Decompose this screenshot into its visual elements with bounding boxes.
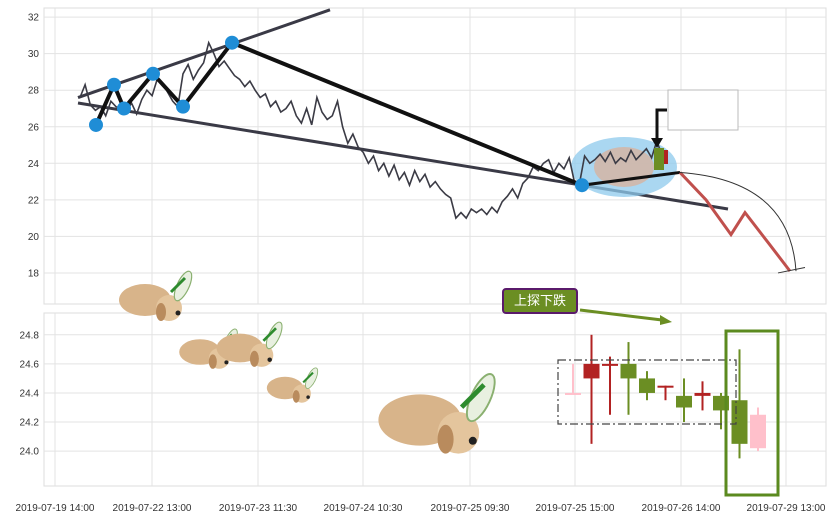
x-tick: 2019-07-24 10:30 [324, 503, 403, 514]
puppy-nose [267, 357, 272, 362]
candle-body [657, 385, 674, 388]
projection-line [678, 171, 792, 273]
pivot-point [176, 99, 190, 114]
price-y-tick: 24 [28, 159, 40, 170]
puppy-ear [156, 303, 166, 321]
zigzag-line [94, 41, 234, 126]
pivot-point [107, 77, 121, 92]
target-bar [777, 266, 806, 274]
puppy-ear [437, 424, 454, 454]
candle-body [620, 363, 637, 379]
pivot-point [117, 101, 131, 116]
x-tick: 2019-07-19 14:00 [16, 503, 95, 514]
mini-candle [654, 148, 664, 170]
puppy-stick [302, 371, 314, 384]
candle-body [750, 414, 766, 449]
x-tick: 2019-07-26 14:00 [642, 503, 721, 514]
puppy-stick [262, 327, 277, 342]
candle-body [602, 363, 618, 366]
annotation-box [502, 288, 578, 314]
price-panel [43, 7, 827, 305]
candle [620, 342, 637, 415]
price-y-tick: 18 [28, 268, 40, 279]
annotation-label: 上探下跌 [514, 293, 566, 309]
candle-body [565, 392, 581, 395]
candle [750, 407, 766, 452]
x-tick: 2019-07-25 09:30 [431, 503, 510, 514]
pivot-point [225, 35, 239, 50]
price-y-tick: 28 [28, 86, 40, 97]
puppy-nose [468, 436, 477, 445]
pivot-point [89, 117, 103, 132]
pivot-point [575, 178, 589, 193]
x-tick: 2019-07-23 11:30 [219, 503, 298, 514]
pointer-arrow-head [651, 138, 663, 148]
candle-body [731, 400, 748, 444]
puppy-illustration [378, 373, 496, 454]
consolidation-box [557, 359, 737, 425]
puppy-stick [169, 276, 187, 294]
puppy-illustration [216, 321, 283, 367]
puppy-nose [224, 360, 229, 365]
price-y-tick: 30 [28, 49, 40, 60]
candle [657, 385, 674, 401]
x-tick: 2019-07-25 15:00 [536, 503, 615, 514]
puppy-stick [459, 383, 486, 409]
mini-candle [664, 150, 668, 164]
price-y-tick: 22 [28, 195, 40, 206]
puppy-ear [292, 390, 300, 403]
candle [565, 363, 581, 395]
puppy-nose [306, 395, 310, 399]
candle-body [694, 392, 711, 396]
intraday-y-tick: 24.8 [20, 330, 40, 341]
candle-body [583, 363, 600, 379]
breakdown-highlight-box [724, 329, 780, 497]
candle-body [676, 395, 692, 408]
candle-body [639, 378, 655, 393]
candle [694, 381, 711, 411]
intraday-y-tick: 24.4 [20, 388, 40, 399]
x-tick: 2019-07-29 13:00 [747, 503, 826, 514]
price-y-tick: 20 [28, 232, 40, 243]
puppy-nose [175, 310, 181, 316]
puppy-illustration [266, 367, 319, 403]
x-tick: 2019-07-22 13:00 [113, 503, 192, 514]
projection-arc [679, 171, 797, 272]
candle [639, 371, 655, 401]
intraday-y-tick: 24.6 [20, 359, 40, 370]
candle [583, 334, 600, 444]
candle [602, 356, 618, 415]
breakdown-line [231, 40, 583, 188]
preview-box [667, 89, 739, 131]
puppy-ear [249, 350, 259, 367]
pivot-point [146, 66, 160, 81]
breakout-line [581, 170, 681, 187]
price-y-tick: 32 [28, 13, 40, 24]
annotation-arrow [579, 308, 663, 322]
pointer-arrow [655, 108, 667, 142]
intraday-y-tick: 24.2 [20, 418, 40, 429]
annotation-arrow-head [660, 315, 672, 325]
price-y-tick: 26 [28, 122, 40, 133]
intraday-y-tick: 24.0 [20, 447, 40, 458]
candle [676, 378, 692, 423]
puppy-ear [208, 354, 217, 369]
puppy-illustration [119, 270, 193, 321]
